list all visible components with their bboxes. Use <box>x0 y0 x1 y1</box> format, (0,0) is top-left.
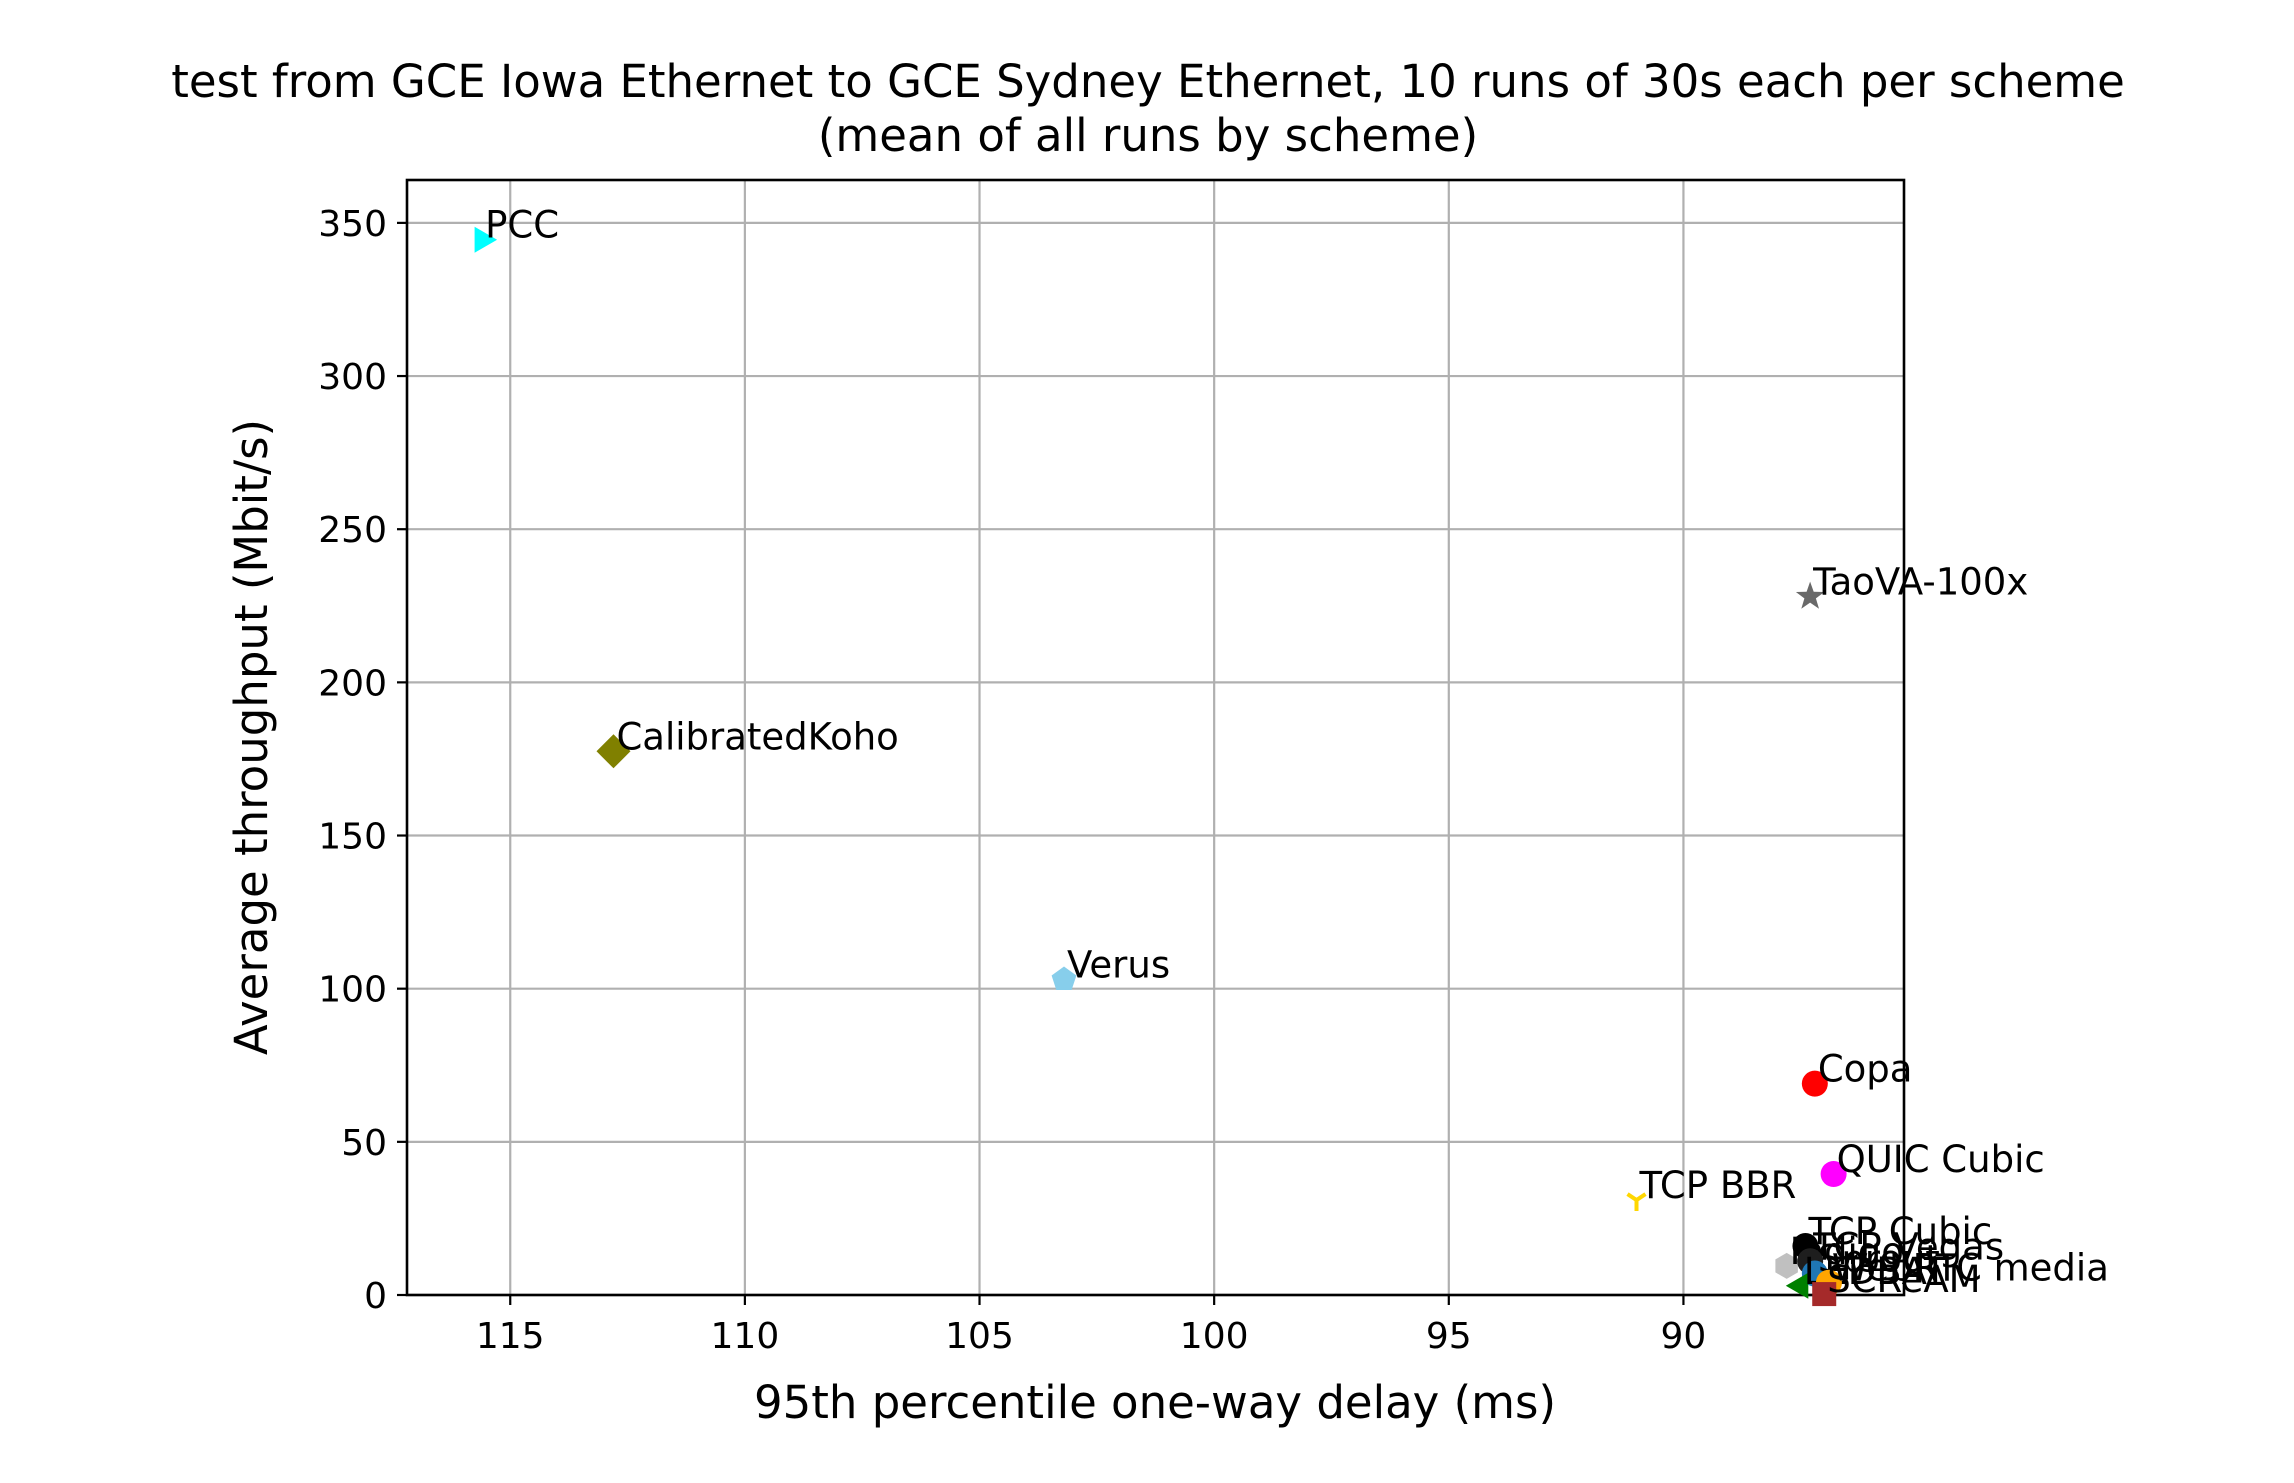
data-points: PCC CalibratedKoho Verus TaoVA-100x Copa QUIC… <box>474 204 2109 1307</box>
marker-ledbat <box>1785 1272 1809 1299</box>
point-tcp-vegas: TCP Vegas <box>1797 1225 2004 1275</box>
label-taova-100x: TaoVA-100x <box>1812 561 2028 604</box>
y-tick-label: 150 <box>318 817 387 858</box>
x-tick-label: 115 <box>476 1316 545 1357</box>
label-quic-cubic: QUIC Cubic <box>1837 1138 2045 1181</box>
point-copa: Copa <box>1801 1048 1913 1097</box>
y-axis: 0 50 100 150 200 250 300 350 <box>318 204 407 1317</box>
marker-quic-cubic <box>1820 1161 1847 1188</box>
chart-title: test from GCE Iowa Ethernet to GCE Sydne… <box>171 55 2125 108</box>
point-pcc: PCC <box>474 204 559 253</box>
marker-copa <box>1801 1070 1828 1097</box>
y-tick-label: 200 <box>318 663 387 704</box>
marker-calibratedkoho <box>596 734 631 769</box>
point-tcp-cubic: TCP Cubic <box>1792 1210 1992 1259</box>
marker-indigo <box>1775 1252 1798 1279</box>
marker-verus <box>1051 966 1077 990</box>
point-scream: SCReAM <box>1812 1258 1981 1307</box>
label-calibratedkoho: CalibratedKoho <box>616 715 898 758</box>
grid <box>407 180 1904 1297</box>
x-tick-label: 90 <box>1661 1316 1707 1357</box>
x-tick-label: 95 <box>1426 1316 1472 1357</box>
x-tick-label: 105 <box>945 1316 1014 1357</box>
label-pcc: PCC <box>485 204 559 247</box>
y-tick-label: 250 <box>318 510 387 551</box>
y-tick-label: 300 <box>318 357 387 398</box>
x-axis-label: 95th percentile one-way delay (ms) <box>754 1376 1556 1429</box>
y-axis-label: Average throughput (Mbit/s) <box>225 419 278 1055</box>
label-verus: Verus <box>1067 943 1170 986</box>
label-webrtc-media: WebRTC media <box>1832 1247 2109 1290</box>
label-scream: SCReAM <box>1827 1258 1980 1301</box>
point-taova-100x: TaoVA-100x <box>1795 561 2028 609</box>
point-verus: Verus <box>1051 943 1170 990</box>
point-quic-cubic: QUIC Cubic <box>1820 1138 2045 1188</box>
marker-pcc <box>474 226 498 253</box>
point-tcp-bbr: TCP BBR <box>1626 1164 1797 1212</box>
label-sprout: Sprout <box>1818 1238 1940 1281</box>
point-sprout: Sprout <box>1801 1238 1940 1287</box>
label-tcp-vegas: TCP Vegas <box>1812 1225 2004 1268</box>
y-tick-label: 0 <box>364 1276 387 1317</box>
chart-subtitle: (mean of all runs by scheme) <box>818 109 1478 162</box>
point-calibratedkoho: CalibratedKoho <box>596 715 899 769</box>
plot-frame <box>405 178 1906 1297</box>
marker-taova-100x <box>1795 581 1825 609</box>
marker-scream <box>1812 1282 1837 1307</box>
y-tick-label: 50 <box>341 1123 387 1164</box>
label-tcp-bbr: TCP BBR <box>1639 1164 1797 1207</box>
x-axis: 115 110 105 100 95 90 <box>476 1295 1706 1357</box>
y-tick-label: 100 <box>318 970 387 1011</box>
x-tick-label: 110 <box>711 1316 780 1357</box>
label-copa: Copa <box>1818 1048 1913 1091</box>
x-tick-label: 100 <box>1180 1316 1249 1357</box>
label-tcp-cubic: TCP Cubic <box>1807 1210 1992 1253</box>
marker-tcp-bbr <box>1626 1192 1647 1212</box>
y-tick-label: 350 <box>318 204 387 245</box>
